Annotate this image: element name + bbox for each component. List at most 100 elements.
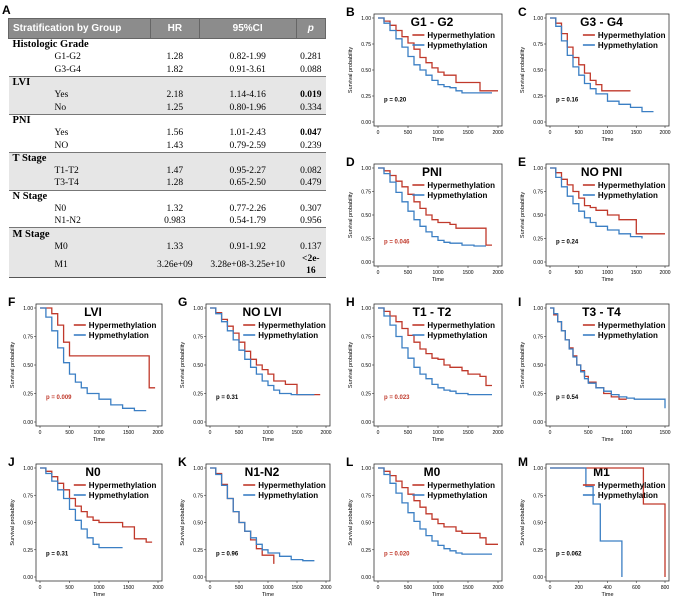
y-tick-label: 0.25 (361, 237, 371, 243)
x-tick-label: 500 (575, 130, 584, 136)
x-axis-label: Time (432, 592, 444, 598)
legend-label: Hypermethylation (89, 481, 157, 490)
x-tick-label: 1000 (432, 430, 443, 436)
p-value-annotation: p = 0.023 (384, 395, 410, 401)
y-tick-label: 0.50 (533, 521, 543, 527)
x-tick-label: 1500 (462, 585, 473, 591)
x-tick-label: 1500 (462, 430, 473, 436)
y-axis-label: Survival probability (348, 47, 354, 93)
x-tick-label: 1000 (621, 430, 632, 436)
x-tick-label: 1500 (631, 130, 642, 136)
ci-value: 0.77-2.26 (229, 204, 266, 214)
y-axis-label: Survival probability (180, 499, 186, 545)
y-tick-label: 1.00 (193, 306, 203, 312)
y-tick-label: 0.75 (193, 335, 203, 341)
km-plot-d: D PNI 0.00 0.25 0.50 0.75 1.00 0 500 1000 1500 2000… (346, 155, 504, 283)
x-tick-label: 0 (39, 585, 42, 591)
x-tick-label: 2000 (320, 585, 331, 591)
plot-frame (205, 303, 331, 427)
y-tick-label: 0.75 (361, 493, 371, 499)
y-axis-label: Survival probability (520, 47, 526, 93)
header-hr: HR (149, 18, 200, 39)
y-axis-label: Survival probability (520, 342, 526, 388)
x-tick-label: 1000 (262, 430, 273, 436)
y-tick-label: 0.75 (361, 190, 371, 196)
hr-value: 1.25 (150, 101, 200, 115)
y-tick-label: 1.00 (23, 306, 33, 312)
table-group-row: T Stage (8, 151, 326, 165)
series-hypmethylation (40, 467, 123, 549)
table-row: M1 3.26e+09 3.28e+08-3.25e+10 <2e-16 (8, 253, 326, 279)
panel-label: G (178, 295, 187, 309)
x-tick-label: 2000 (659, 130, 670, 136)
km-plot-j: J N0 0.00 0.25 0.50 0.75 1.00 0 500 1000 1500 2000 T… (8, 455, 164, 598)
x-tick-label: 500 (235, 430, 244, 436)
hr-value: 0.983 (164, 216, 186, 227)
p-value-annotation: p = 0.062 (556, 551, 582, 557)
panel-label: F (8, 295, 15, 309)
series-hypermethylation (40, 467, 153, 543)
x-tick-label: 1000 (602, 270, 613, 276)
series-hypmethylation (378, 17, 492, 94)
plot-title: M0 (424, 465, 441, 479)
table-row: M0 1.33 0.91-1.92 0.137 (8, 240, 326, 254)
p-value: 0.082 (296, 164, 326, 178)
y-tick-label: 1.00 (533, 16, 543, 22)
ci-value: 0.65-2.50 (199, 177, 297, 191)
plot-title: T3 - T4 (582, 305, 621, 319)
series-hypmethylation (40, 307, 147, 412)
y-axis-label: Survival probability (348, 342, 354, 388)
y-tick-label: 0.50 (361, 521, 371, 527)
ci-value: 3.28e+08-3.25e+10 (199, 253, 297, 279)
y-tick-label: 0.50 (533, 213, 543, 219)
x-tick-label: 500 (235, 585, 244, 591)
p-value-annotation: p = 0.20 (384, 97, 407, 103)
x-tick-label: 1500 (462, 130, 473, 136)
x-axis-label: Time (601, 592, 613, 598)
x-axis-label: Time (601, 137, 613, 143)
x-tick-label: 1000 (602, 130, 613, 136)
p-value-annotation: p = 0.16 (556, 97, 579, 103)
plot-frame (205, 463, 331, 582)
y-tick-label: 0.00 (23, 420, 33, 426)
row-label: T1-T2 (8, 164, 151, 178)
hr-value: 2.18 (150, 89, 200, 102)
row-label: NO (54, 140, 69, 151)
legend-label: Hypmethylation (427, 331, 487, 340)
y-tick-label: 0.25 (533, 237, 543, 243)
legend-label: Hypermethylation (427, 321, 495, 330)
table-row: N1-N2 0.983 0.54-1.79 0.956 (9, 215, 326, 228)
series-hypmethylation (378, 167, 486, 247)
p-value: 0.307 (300, 204, 322, 214)
legend-label: Hypmethylation (89, 491, 149, 500)
x-tick-label: 400 (603, 585, 612, 591)
legend-label: Hypmethylation (427, 41, 487, 50)
plot-title: M1 (593, 465, 610, 479)
hr-value: 1.28 (166, 52, 184, 63)
p-value-annotation: p = 0.046 (384, 240, 410, 246)
group-name: LVI (8, 75, 326, 90)
p-value-annotation: p = 0.24 (556, 240, 579, 246)
y-tick-label: 0.00 (361, 575, 371, 581)
y-tick-label: 0.50 (361, 363, 371, 369)
table-group-row: M Stage (8, 227, 326, 241)
x-tick-label: 500 (404, 430, 413, 436)
header-stratification: Stratification by Group (8, 18, 151, 39)
hr-value: 1.28 (150, 177, 200, 191)
x-axis-label: Time (601, 437, 613, 443)
plot-title: NO PNI (581, 165, 622, 179)
p-value: 0.019 (296, 89, 326, 102)
y-tick-label: 0.25 (533, 548, 543, 554)
panel-label: K (178, 455, 187, 469)
y-tick-label: 0.25 (361, 94, 371, 100)
p-value: 0.137 (296, 240, 326, 254)
ci-value: 0.80-1.96 (199, 101, 297, 115)
x-tick-label: 1000 (262, 585, 273, 591)
km-plot-h: H T1 - T2 0.00 0.25 0.50 0.75 1.00 0 500 1000 1500… (346, 295, 504, 443)
km-plot-f: F LVI 0.00 0.25 0.50 0.75 1.00 0 500 1000 1500 2000… (8, 295, 164, 443)
y-tick-label: 0.25 (533, 94, 543, 100)
legend-label: Hypmethylation (427, 191, 487, 200)
p-value-annotation: p = 0.54 (556, 395, 579, 401)
panel-label: B (346, 5, 355, 19)
x-axis-label: Time (601, 277, 613, 283)
